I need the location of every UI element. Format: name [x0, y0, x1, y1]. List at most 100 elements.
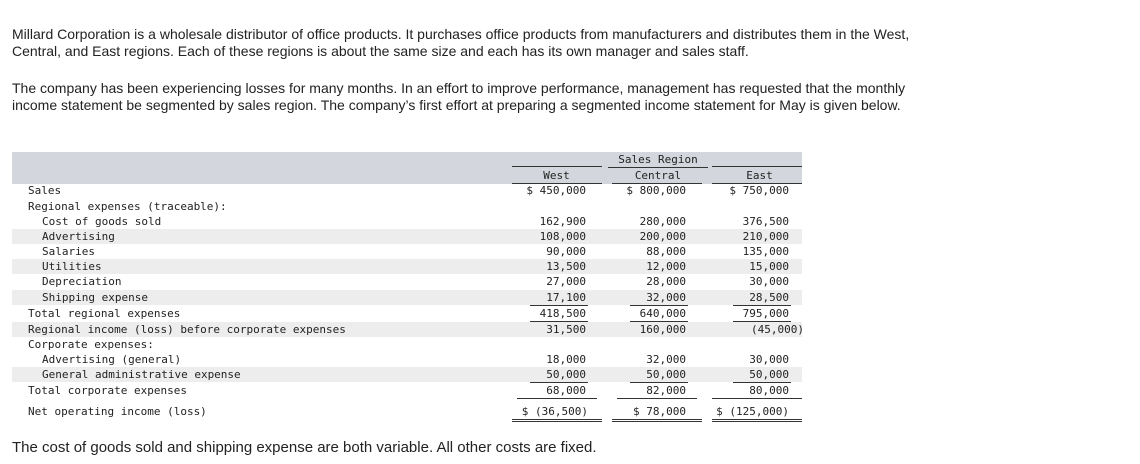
value-west: 31,500 — [546, 323, 586, 336]
value-central: 640,000 — [639, 307, 686, 320]
header-rule-east — [712, 166, 802, 167]
value-west: 68,000 — [546, 384, 586, 397]
subtotal-rule-east — [733, 305, 791, 306]
value-west: 27,000 — [546, 275, 586, 288]
table-row: Salaries 90,000 88,000 135,000 — [12, 244, 802, 259]
value-central: 82,000 — [646, 384, 686, 397]
value-east: 30,000 — [749, 275, 789, 288]
table-row-sales: Sales $ 450,000 $ 800,000 $ 750,000 — [12, 183, 802, 198]
table-row: Cost of goods sold 162,900 280,000 376,5… — [12, 214, 802, 229]
table-row-total-corporate: Total corporate expenses 68,000 82,000 8… — [12, 383, 802, 398]
sales-rule-central — [612, 183, 702, 184]
value-west: 108,000 — [539, 230, 586, 243]
row-label: Utilities — [42, 260, 102, 273]
value-central: 160,000 — [639, 323, 686, 336]
table-row-total-regional: Total regional expenses 418,500 640,000 … — [12, 306, 802, 321]
net-rule-central — [617, 398, 697, 399]
group-header-rule — [608, 167, 708, 168]
corp-rule-west — [530, 382, 588, 383]
sales-rule-east — [712, 183, 802, 184]
table-row-net-income: Net operating income (loss) $ (36,500) $… — [12, 404, 802, 419]
value-east: 15,000 — [749, 260, 789, 273]
row-label: Net operating income (loss) — [28, 405, 207, 418]
value-central: 88,000 — [646, 245, 686, 258]
value-central: 12,000 — [646, 260, 686, 273]
table-header-band — [12, 152, 802, 184]
value-west: $ 450,000 — [526, 184, 586, 197]
value-east: $ 750,000 — [729, 184, 789, 197]
table-row-regional-income: Regional income (loss) before corporate … — [12, 322, 804, 337]
header-row-group: Sales Region — [12, 152, 802, 167]
table-row-regional-header: Regional expenses (traceable): — [12, 199, 802, 214]
value-central: 280,000 — [639, 215, 686, 228]
total-rule-east — [733, 321, 791, 322]
double-rule-east-b — [712, 421, 802, 422]
table-row: Advertising 108,000 200,000 210,000 — [12, 229, 802, 244]
row-label: Total corporate expenses — [28, 384, 187, 397]
col-header-east: East — [746, 169, 773, 182]
total-rule-central — [630, 321, 688, 322]
header-rule-west — [512, 166, 602, 167]
value-east: 376,500 — [742, 215, 789, 228]
value-central: 32,000 — [646, 291, 686, 304]
table-row: Shipping expense 17,100 32,000 28,500 — [12, 290, 802, 305]
section-label: Regional expenses (traceable): — [28, 200, 227, 213]
table-row: Advertising (general) 18,000 32,000 30,0… — [12, 352, 802, 367]
segmented-income-statement: Sales Region West Central East Sales $ 4… — [12, 152, 804, 424]
subtotal-rule-central — [630, 305, 688, 306]
value-west: $ (36,500) — [521, 405, 588, 418]
value-east: 210,000 — [742, 230, 789, 243]
value-east: 30,000 — [749, 353, 789, 366]
value-east: 80,000 — [749, 384, 789, 397]
col-header-central: Central — [634, 169, 682, 182]
value-west: 13,500 — [546, 260, 586, 273]
double-rule-central-a — [612, 419, 702, 420]
value-west: 162,900 — [539, 215, 586, 228]
row-label: Advertising (general) — [42, 353, 182, 366]
value-central: 28,000 — [646, 275, 686, 288]
double-rule-east-a — [712, 419, 802, 420]
row-label: General administrative expense — [42, 368, 241, 381]
table-row-corporate-header: Corporate expenses: — [12, 337, 802, 352]
intro-paragraph-1: Millard Corporation is a wholesale distr… — [12, 26, 910, 59]
double-rule-west-b — [512, 421, 602, 422]
corp-rule-east — [733, 382, 791, 383]
header-row-columns: West Central East — [12, 168, 802, 183]
table-row: General administrative expense 50,000 50… — [12, 367, 802, 382]
value-east: 50,000 — [749, 368, 789, 381]
value-west: 90,000 — [546, 245, 586, 258]
value-west: 18,000 — [546, 353, 586, 366]
total-rule-west — [530, 321, 588, 322]
value-west: 50,000 — [546, 368, 586, 381]
net-rule-west — [517, 398, 597, 399]
subtotal-rule-west — [530, 305, 588, 306]
double-rule-central-b — [612, 421, 702, 422]
corp-rule-central — [630, 382, 688, 383]
value-east: $ (125,000) — [716, 405, 789, 418]
row-label: Total regional expenses — [28, 307, 181, 320]
value-west: 418,500 — [539, 307, 586, 320]
row-label: Depreciation — [42, 275, 122, 288]
sales-rule-west — [512, 183, 602, 184]
value-central: 50,000 — [646, 368, 686, 381]
table-row: Depreciation 27,000 28,000 30,000 — [12, 274, 802, 289]
section-label: Corporate expenses: — [28, 338, 154, 351]
value-east: (45,000) — [751, 323, 804, 336]
row-label: Salaries — [42, 245, 95, 258]
sales-region-header: Sales Region — [618, 153, 698, 166]
footer-note: The cost of goods sold and shipping expe… — [12, 439, 597, 456]
table-row: Utilities 13,500 12,000 15,000 — [12, 259, 802, 274]
value-east: 28,500 — [749, 291, 789, 304]
row-label: Sales — [28, 184, 62, 197]
row-label: Regional income (loss) before corporate … — [28, 323, 346, 336]
value-central: 200,000 — [639, 230, 686, 243]
net-rule-east — [712, 398, 802, 399]
row-label: Shipping expense — [42, 291, 148, 304]
value-central: $ 800,000 — [626, 184, 686, 197]
row-label: Cost of goods sold — [42, 215, 162, 228]
value-east: 795,000 — [742, 307, 789, 320]
value-central: $ 78,000 — [633, 405, 686, 418]
intro-paragraph-2: The company has been experiencing losses… — [12, 80, 906, 113]
col-header-west: West — [543, 169, 570, 182]
value-east: 135,000 — [742, 245, 789, 258]
